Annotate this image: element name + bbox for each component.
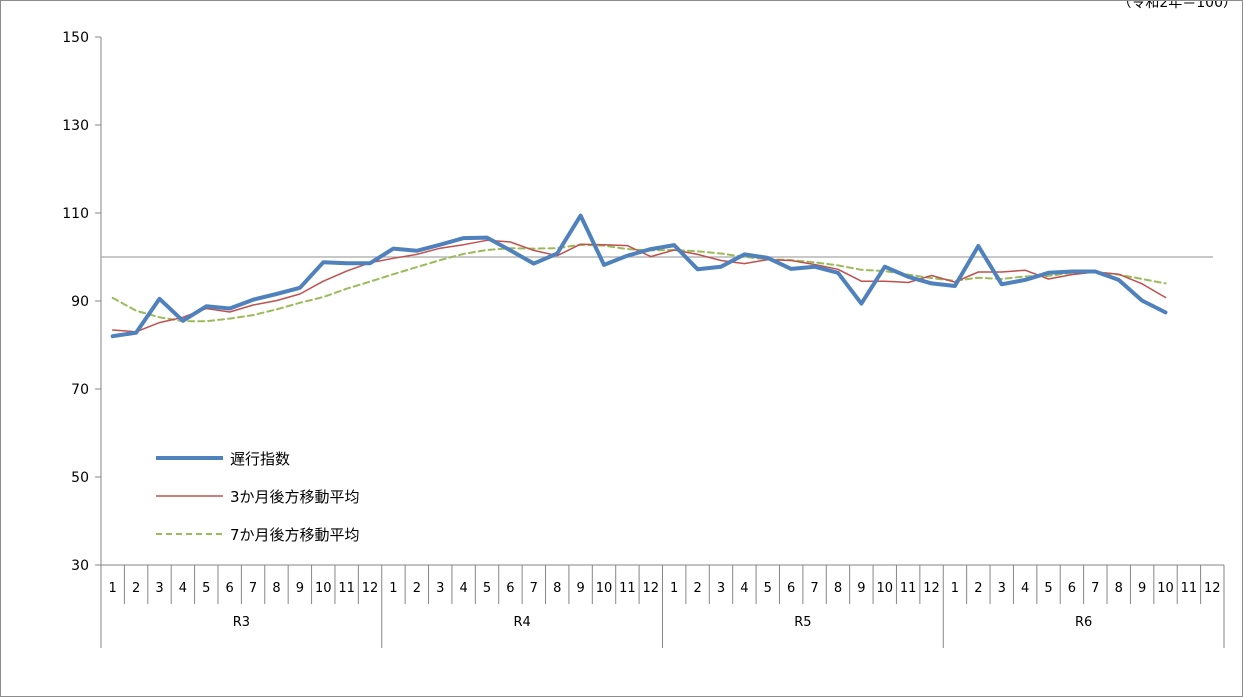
month-label: 4: [459, 581, 467, 596]
legend: 遅行指数 3か月後方移動平均 7か月後方移動平均: [156, 450, 360, 544]
month-label: 6: [1068, 581, 1076, 596]
month-label: 1: [109, 581, 117, 596]
year-label: R5: [794, 615, 811, 630]
month-label: 9: [576, 581, 584, 596]
month-label: 12: [643, 581, 660, 596]
series-line-1: [110, 213, 1168, 339]
month-label: 2: [413, 581, 421, 596]
month-label: 6: [787, 581, 795, 596]
month-label: 5: [764, 581, 772, 596]
month-label: 12: [923, 581, 940, 596]
legend-label-3: 7か月後方移動平均: [230, 526, 360, 544]
y-tick-label: 130: [62, 118, 89, 134]
legend-label-1: 遅行指数: [230, 450, 290, 468]
month-label: 8: [272, 581, 280, 596]
month-label: 11: [900, 581, 917, 596]
legend-label-2: 3か月後方移動平均: [230, 488, 360, 506]
month-label: 2: [974, 581, 982, 596]
month-label: 7: [810, 581, 818, 596]
month-label: 6: [506, 581, 514, 596]
year-label: R6: [1075, 615, 1092, 630]
month-label: 3: [436, 581, 444, 596]
year-label: R4: [513, 615, 530, 630]
month-label: 8: [834, 581, 842, 596]
month-label: 3: [998, 581, 1006, 596]
month-label: 8: [1115, 581, 1123, 596]
month-label: 9: [857, 581, 865, 596]
y-tick-label: 150: [62, 30, 89, 46]
month-label: 5: [483, 581, 491, 596]
month-label: 5: [1044, 581, 1052, 596]
month-label: 10: [1157, 581, 1174, 596]
y-tick-label: 90: [71, 294, 89, 310]
y-tick-label: 50: [71, 470, 89, 486]
month-label: 1: [951, 581, 959, 596]
month-label: 9: [296, 581, 304, 596]
series-line-3: [111, 243, 1167, 323]
month-label: 1: [670, 581, 678, 596]
month-label: 9: [1138, 581, 1146, 596]
month-label: 7: [530, 581, 538, 596]
month-label: 6: [226, 581, 234, 596]
month-label: 2: [693, 581, 701, 596]
y-tick-label: 70: [71, 382, 89, 398]
month-label: 5: [202, 581, 210, 596]
month-label: 11: [1181, 581, 1198, 596]
month-label: 12: [362, 581, 379, 596]
month-label: 10: [596, 581, 613, 596]
unit-note: （令和2年＝100）: [1117, 1, 1237, 11]
month-label: 7: [249, 581, 257, 596]
year-label: R3: [233, 615, 250, 630]
month-label: 11: [338, 581, 355, 596]
month-label: 10: [315, 581, 332, 596]
month-label: 1: [389, 581, 397, 596]
month-label: 2: [132, 581, 140, 596]
y-tick-label: 30: [71, 558, 89, 574]
month-label: 3: [717, 581, 725, 596]
y-tick-label: 110: [62, 206, 89, 222]
month-label: 4: [740, 581, 748, 596]
month-label: 10: [876, 581, 893, 596]
month-label: 7: [1091, 581, 1099, 596]
month-label: 8: [553, 581, 561, 596]
month-label: 4: [1021, 581, 1029, 596]
month-label: 3: [155, 581, 163, 596]
month-label: 12: [1204, 581, 1221, 596]
month-label: 11: [619, 581, 636, 596]
month-label: 4: [179, 581, 187, 596]
series-layer: [110, 213, 1168, 339]
